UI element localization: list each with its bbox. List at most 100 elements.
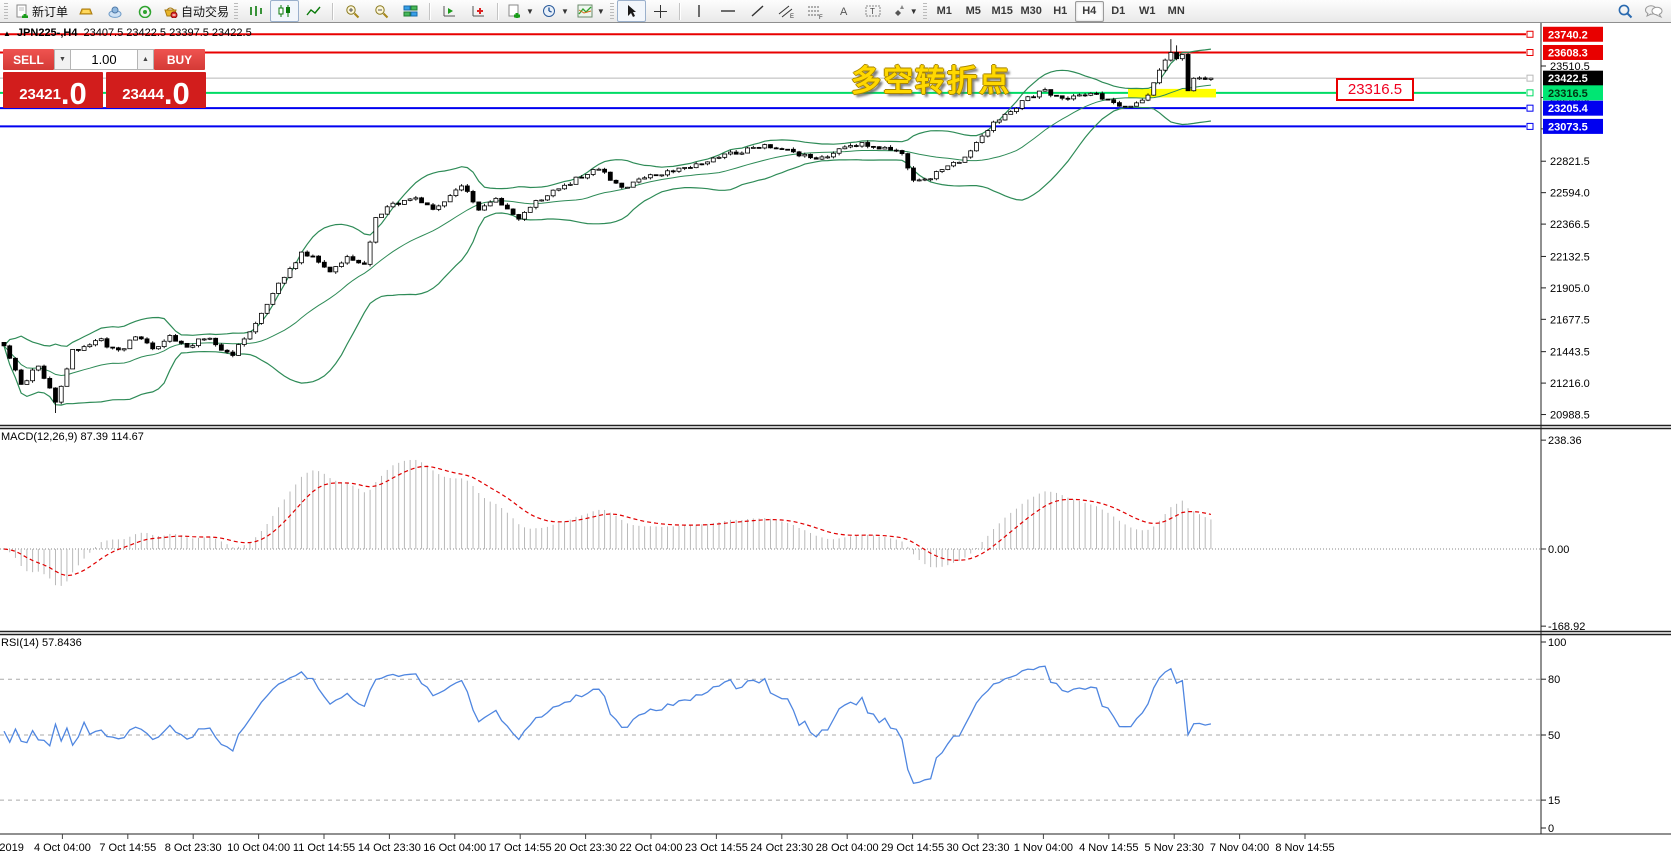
arrows-icon — [894, 5, 904, 16]
timeframe-button-D1[interactable]: D1 — [1111, 5, 1126, 17]
chart-symbol-period: JPN225-,H4 — [16, 27, 78, 39]
svg-text:100: 100 — [1548, 637, 1566, 649]
chart-text-annotation[interactable]: 多空转折点 — [851, 65, 1011, 98]
volume-increase-button[interactable]: ▲ — [137, 49, 154, 70]
time-axis-label: 11 Oct 14:55 — [293, 842, 355, 854]
svg-text:238.36: 238.36 — [1548, 435, 1582, 447]
time-axis-label: 24 Oct 23:30 — [750, 842, 813, 854]
main-toolbar: 新订单 自动交易 ▼ ▼ — [0, 0, 1671, 23]
vertical-line-button[interactable] — [685, 0, 714, 22]
timeframe-button-H1[interactable]: H1 — [1053, 5, 1068, 17]
tile-windows-button[interactable] — [396, 0, 425, 22]
buy-button[interactable]: BUY — [154, 49, 205, 70]
svg-text:-168.92: -168.92 — [1548, 621, 1585, 633]
text-label-icon: T — [865, 5, 881, 17]
new-order-button[interactable]: 新订单 — [11, 0, 72, 22]
crosshair-button[interactable] — [646, 0, 675, 22]
price-callout-label[interactable]: 23316.5 — [1336, 78, 1414, 101]
equidistant-channel-button[interactable]: E — [772, 0, 801, 22]
gold-ingots-icon — [79, 8, 93, 14]
signals-button[interactable] — [130, 0, 159, 22]
bollinger-bands[interactable] — [3, 48, 1212, 406]
pane-separators[interactable] — [0, 424, 1671, 835]
chart-shift-icon — [472, 6, 485, 17]
sell-button[interactable]: SELL — [3, 49, 54, 70]
chart-canvas[interactable]: 23510.523283.023055.522821.522594.022366… — [0, 23, 1671, 859]
svg-text:A: A — [840, 6, 848, 18]
time-axis-label: 4 Oct 04:00 — [34, 842, 91, 854]
yellow-highlight-box[interactable] — [1128, 88, 1216, 98]
svg-text:22821.5: 22821.5 — [1550, 156, 1590, 168]
crosshair-icon — [653, 4, 667, 18]
dropdown-arrow-icon: ▼ — [526, 6, 534, 16]
zoom-in-icon — [346, 4, 360, 18]
fibonacci-button[interactable]: F — [801, 0, 830, 22]
auto-scroll-button[interactable] — [435, 0, 464, 22]
timeframe-button-M1[interactable]: M1 — [936, 5, 952, 17]
toolbar-grip[interactable] — [4, 3, 8, 19]
chart-candles-icon — [278, 5, 291, 17]
community-profile-button[interactable] — [101, 0, 130, 22]
chart-line-button[interactable] — [299, 0, 328, 22]
arrows-button[interactable]: ▼ — [888, 0, 922, 22]
svg-text:T: T — [870, 7, 875, 16]
timeframe-button-M30[interactable]: M30 — [1020, 5, 1042, 17]
svg-text:21443.5: 21443.5 — [1550, 347, 1590, 359]
horizontal-line-button[interactable] — [714, 0, 743, 22]
cursor-button[interactable] — [616, 0, 646, 22]
toolbar-grip[interactable] — [609, 3, 614, 19]
indicators-button[interactable]: ▼ — [573, 0, 609, 22]
gold-ingots-button[interactable] — [72, 0, 101, 22]
timeframe-button-MN[interactable]: MN — [1167, 5, 1185, 17]
zoom-in-button[interactable] — [338, 0, 367, 22]
text-label-button[interactable]: T — [859, 0, 888, 22]
candles-layer — [1, 39, 1214, 413]
autotrading-button[interactable]: 自动交易 — [159, 0, 233, 22]
horizontal-level-lines[interactable] — [0, 33, 1526, 128]
zoom-out-button[interactable] — [367, 0, 396, 22]
community-chat-button[interactable] — [1639, 0, 1668, 22]
time-axis-label: 14 Oct 23:30 — [358, 842, 421, 854]
time-axis-label: 30 Oct 23:30 — [947, 842, 1010, 854]
clock-icon — [542, 5, 555, 17]
chart-bars-button[interactable] — [241, 0, 270, 22]
timeframe-group: M1 M5 M15 M30 H1 H4 D1 W1 MN — [930, 0, 1191, 22]
search-icon — [1618, 4, 1632, 19]
fibonacci-icon: F — [807, 6, 823, 19]
text-button[interactable]: A — [830, 0, 859, 22]
dropdown-arrow-icon: ▼ — [909, 6, 918, 16]
chart-window-header: ▲ JPN225-,H4 23407.5 23422.5 23397.5 234… — [3, 27, 252, 39]
buy-price-display[interactable]: 23444.0 — [106, 72, 206, 109]
svg-text:23073.5: 23073.5 — [1548, 121, 1588, 133]
timeframe-button-H4[interactable]: H4 — [1074, 0, 1104, 22]
macd-indicator-label: MACD(12,26,9) 87.39 114.67 — [1, 431, 144, 443]
macd-signal-line — [3, 465, 1212, 577]
toolbar-grip[interactable] — [922, 3, 927, 19]
time-axis-label: 8 Nov 14:55 — [1275, 842, 1334, 854]
chart-shift-button[interactable] — [464, 0, 493, 22]
volume-input[interactable] — [71, 49, 137, 70]
chart-candles-button[interactable] — [270, 0, 300, 22]
timeframe-button-W1[interactable]: W1 — [1138, 5, 1156, 17]
svg-text:0: 0 — [1548, 823, 1554, 835]
vertical-line-icon — [698, 5, 700, 17]
time-axis-label: 29 Oct 14:55 — [881, 842, 944, 854]
timeframe-button-M5[interactable]: M5 — [965, 5, 981, 17]
new-chart-button[interactable]: ▼ — [503, 0, 538, 22]
window-expand-icon[interactable]: ▲ — [3, 28, 11, 38]
svg-text:22594.0: 22594.0 — [1550, 188, 1590, 200]
chart-window[interactable]: 23510.523283.023055.522821.522594.022366… — [0, 23, 1671, 859]
sell-price-display[interactable]: 23421.0 — [3, 72, 103, 109]
svg-text:22366.5: 22366.5 — [1550, 219, 1590, 231]
svg-text:15: 15 — [1548, 795, 1560, 807]
volume-decrease-button[interactable]: ▼ — [54, 49, 71, 70]
toolbar-grip[interactable] — [234, 3, 239, 19]
svg-text:E: E — [790, 14, 794, 19]
dropdown-arrow-icon: ▼ — [560, 6, 569, 16]
svg-text:80: 80 — [1548, 674, 1560, 686]
new-order-icon — [16, 4, 28, 18]
trendline-button[interactable] — [743, 0, 772, 22]
timeframe-button-M15[interactable]: M15 — [991, 5, 1013, 17]
search-button[interactable] — [1610, 0, 1639, 22]
profiles-button[interactable]: ▼ — [538, 0, 573, 22]
